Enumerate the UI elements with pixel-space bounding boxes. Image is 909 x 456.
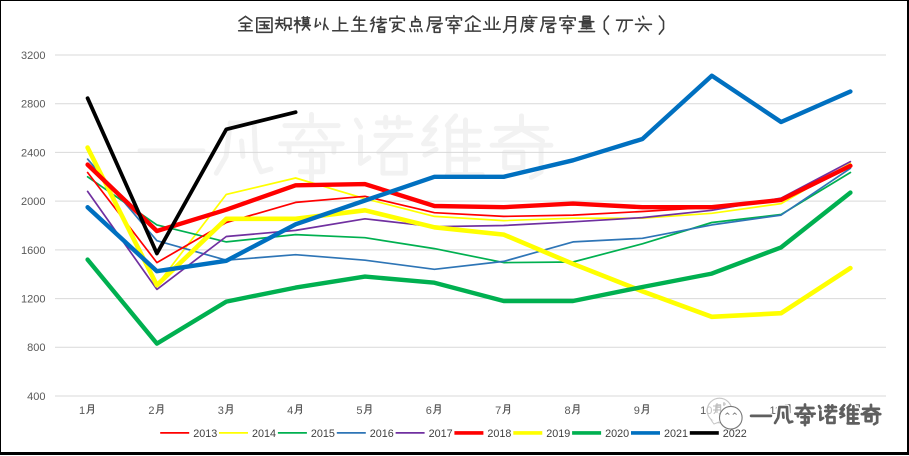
svg-text:2018: 2018 [487,428,511,440]
svg-text:6: 6 [426,405,432,417]
svg-text:2016: 2016 [370,428,394,440]
svg-text:2015: 2015 [311,428,335,440]
svg-text:2800: 2800 [21,99,45,111]
svg-text:2017: 2017 [429,428,453,440]
svg-text:11: 11 [770,405,781,417]
svg-text:2022: 2022 [723,428,747,440]
svg-text:2400: 2400 [21,147,45,159]
svg-text:5: 5 [356,405,362,417]
svg-text:9: 9 [634,405,640,417]
svg-text:800: 800 [27,342,45,354]
svg-text:2014: 2014 [252,428,276,440]
svg-text:8: 8 [565,405,571,417]
svg-text:4: 4 [287,405,293,417]
svg-text:2013: 2013 [193,428,217,440]
svg-text:400: 400 [27,391,45,403]
svg-text:2019: 2019 [546,428,570,440]
svg-text:2: 2 [148,405,154,417]
svg-text:3: 3 [218,405,224,417]
svg-text:1200: 1200 [21,294,45,306]
svg-text:1600: 1600 [21,245,45,257]
svg-text:2021: 2021 [664,428,688,440]
svg-text:7: 7 [495,405,501,417]
svg-text:2000: 2000 [21,196,45,208]
svg-text:1: 1 [79,405,85,417]
svg-text:2020: 2020 [605,428,629,440]
svg-text:3200: 3200 [21,50,45,62]
